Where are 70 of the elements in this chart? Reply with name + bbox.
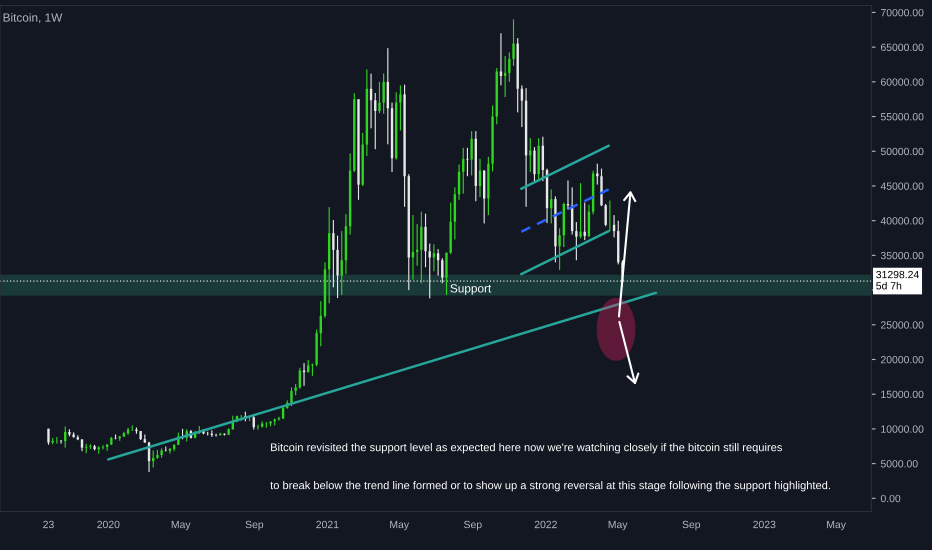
candlestick bbox=[584, 202, 586, 241]
x-tick-label: 2023 bbox=[753, 520, 776, 528]
candlestick bbox=[428, 243, 431, 299]
y-tick-label: 15000.00 bbox=[881, 390, 924, 398]
candlestick bbox=[340, 230, 343, 296]
y-tick-label: 10000.00 bbox=[881, 425, 924, 433]
y-tick-label: 25000.00 bbox=[880, 321, 924, 329]
candlestick bbox=[575, 222, 578, 261]
candlestick bbox=[416, 224, 418, 266]
candlestick bbox=[64, 426, 66, 448]
candlestick bbox=[320, 300, 322, 347]
y-tick-label: 20000.00 bbox=[880, 356, 924, 364]
x-tick-label: May bbox=[827, 520, 846, 530]
candlestick bbox=[550, 188, 552, 224]
candlestick bbox=[432, 244, 436, 272]
candlestick bbox=[612, 214, 616, 238]
y-tick-label: 45000.00 bbox=[880, 182, 924, 190]
candlestick bbox=[374, 92, 376, 150]
y-tick-label: 50000.00 bbox=[880, 148, 924, 156]
candlestick bbox=[441, 258, 444, 284]
candlestick bbox=[462, 147, 464, 194]
x-tick-label: 2022 bbox=[534, 520, 557, 528]
band-label: Support bbox=[450, 284, 492, 295]
candlestick bbox=[382, 72, 385, 114]
x-tick-label: Sep bbox=[464, 520, 482, 530]
candlestick bbox=[436, 248, 440, 276]
x-tick-label: Sep bbox=[682, 520, 700, 530]
candlestick bbox=[529, 138, 532, 173]
ref-line-label: 31298.24 5d 7h bbox=[876, 270, 919, 290]
candlestick bbox=[508, 52, 511, 82]
candlestick bbox=[332, 219, 335, 288]
x-tick-label: 23 bbox=[43, 520, 54, 528]
annotation: to break below the trend line formed or to show up a strong reversal at this stage following the support highlighted. bbox=[270, 481, 830, 492]
x-tick-label: May bbox=[390, 520, 410, 530]
text: Bitcoin, 1W bbox=[4, 13, 62, 24]
candlestick bbox=[470, 130, 473, 176]
candlestick bbox=[307, 359, 310, 374]
candlestick bbox=[274, 418, 276, 426]
y-tick-label: 70000.00 bbox=[880, 8, 924, 16]
candlestick bbox=[370, 73, 372, 129]
candlestick bbox=[282, 405, 284, 420]
y-tick-label: 40000.00 bbox=[880, 217, 924, 225]
candlestick bbox=[504, 56, 506, 98]
y-tick-label: 35000.00 bbox=[880, 252, 924, 260]
candlestick bbox=[298, 367, 302, 390]
candlestick bbox=[500, 32, 502, 86]
y-tick-label: 65000.00 bbox=[880, 44, 924, 52]
candlestick bbox=[604, 203, 607, 227]
y-tick-label: 60000.00 bbox=[880, 78, 924, 86]
candlestick bbox=[596, 163, 599, 186]
candlestick bbox=[294, 383, 297, 396]
candlestick bbox=[399, 84, 402, 131]
candlestick bbox=[420, 211, 423, 284]
annotation: Bitcoin revisited the support level as expected here now we're watching closely if the bitcoin still requires bbox=[271, 443, 782, 454]
x-tick-label: 2021 bbox=[316, 520, 338, 528]
y-tick-label: 55000.00 bbox=[880, 113, 924, 120]
x-tick-label: May bbox=[172, 520, 191, 530]
x-tick-label: 2020 bbox=[97, 520, 120, 528]
x-tick-label: Sep bbox=[246, 520, 264, 530]
candlestick bbox=[252, 414, 255, 430]
candlestick bbox=[520, 84, 524, 128]
candlestick bbox=[152, 450, 154, 468]
candlestick bbox=[311, 363, 314, 376]
candlestick bbox=[566, 180, 570, 210]
candlestick bbox=[164, 446, 167, 452]
x-tick-label: May bbox=[608, 520, 628, 530]
candlestick bbox=[160, 448, 163, 458]
candlestick bbox=[558, 228, 561, 271]
y-tick-label: 5000.00 bbox=[880, 460, 918, 468]
y-tick-label: 0.00 bbox=[880, 494, 900, 502]
